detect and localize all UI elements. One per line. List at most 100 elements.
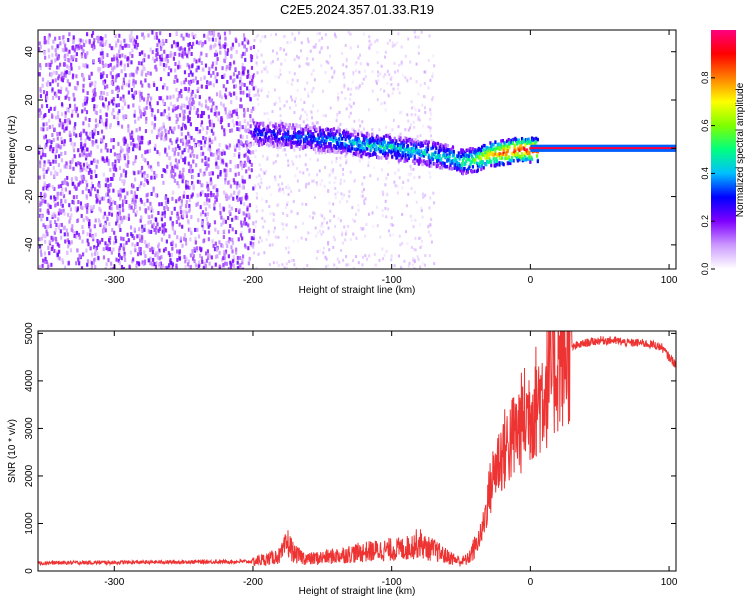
spectrogram-cell xyxy=(251,133,254,138)
spectrogram-cell xyxy=(284,122,287,127)
spectrogram-cell xyxy=(222,44,225,49)
spectrogram-cell xyxy=(429,111,432,115)
spectrogram-cell xyxy=(182,175,185,180)
spectrogram-cell xyxy=(283,104,286,108)
spectrogram-cell xyxy=(68,82,71,87)
x-tick-label: 0 xyxy=(528,577,534,588)
spectrogram-cell xyxy=(41,116,44,121)
spectrogram-cell xyxy=(122,181,126,186)
spectrogram-cell xyxy=(125,82,128,87)
spectrogram-cell xyxy=(207,256,210,261)
spectrogram-cell xyxy=(401,186,404,190)
spectrogram-cell xyxy=(148,84,151,89)
spectrogram-cell xyxy=(419,83,422,87)
spectrogram-cell xyxy=(254,185,257,189)
spectrogram-cell xyxy=(286,134,289,139)
spectrogram-cell xyxy=(196,179,200,184)
spectrogram-cell xyxy=(112,145,115,150)
spectrogram-cell xyxy=(224,107,227,112)
spectrogram-cell xyxy=(39,63,42,68)
spectrogram-cell xyxy=(293,58,296,62)
spectrogram-cell xyxy=(96,144,99,149)
spectrogram-cell xyxy=(175,263,178,268)
spectrogram-cell xyxy=(140,165,144,170)
spectrogram-cell xyxy=(69,137,72,142)
spectrogram-cell xyxy=(250,58,253,63)
spectrogram-cell xyxy=(83,148,86,153)
spectrogram-cell xyxy=(460,150,463,155)
spectrogram-cell xyxy=(183,103,186,108)
spectrogram-cell xyxy=(343,75,346,79)
spectrogram-cell xyxy=(171,165,174,170)
spectrogram-cell xyxy=(414,35,417,39)
spectrogram-cell xyxy=(82,121,85,126)
spectrogram-cell xyxy=(313,125,316,129)
spectrogram-cell xyxy=(199,40,202,45)
spectrogram-cell xyxy=(123,179,126,184)
spectrogram-cell xyxy=(199,140,202,145)
spectrogram-cell xyxy=(73,107,77,112)
spectrogram-cell xyxy=(243,44,246,49)
spectrogram-cell xyxy=(382,146,385,150)
spectrogram-cell xyxy=(266,157,269,161)
spectrogram-cell xyxy=(39,208,42,213)
spectrogram-cell xyxy=(119,254,122,259)
spectrogram-cell xyxy=(417,258,420,262)
spectrogram-cell xyxy=(332,132,335,136)
spectrogram-cell xyxy=(316,109,319,113)
spectrogram-cell xyxy=(294,225,297,229)
spectrogram-cell xyxy=(394,171,397,175)
spectrogram-cell xyxy=(101,74,104,79)
spectrogram-cell xyxy=(318,32,321,36)
spectrogram-cell xyxy=(153,123,156,128)
spectrogram-cell xyxy=(166,197,170,202)
spectrogram-cell xyxy=(209,181,212,186)
spectrogram-cell xyxy=(55,93,58,98)
spectrogram-cell xyxy=(80,141,83,146)
spectrogram-cell xyxy=(248,174,251,179)
spectrogram-cell xyxy=(176,181,179,186)
spectrogram-cell xyxy=(47,80,50,85)
spectrogram-cell xyxy=(315,121,318,125)
spectrogram-cell xyxy=(228,237,231,242)
spectrogram-cell xyxy=(64,265,67,269)
spectrogram-cell xyxy=(215,79,218,84)
spectrogram-cell xyxy=(313,78,316,82)
spectrogram-cell xyxy=(172,169,175,174)
spectrogram-cell xyxy=(206,80,209,85)
spectrogram-cell xyxy=(262,60,265,64)
spectrogram-cell xyxy=(152,257,155,262)
spectrogram-cell xyxy=(266,70,269,74)
spectrogram-cell xyxy=(119,187,122,192)
spectrogram-cell xyxy=(168,116,171,121)
snr-plot-area xyxy=(38,331,676,571)
spectrogram-cell xyxy=(188,264,191,269)
spectrogram-cell xyxy=(414,138,417,142)
spectrogram-cell xyxy=(187,87,191,92)
spectrogram-cell xyxy=(118,54,121,59)
spectrogram-cell xyxy=(445,143,448,148)
spectrogram-cell xyxy=(119,156,122,161)
spectrogram-cell xyxy=(413,143,416,147)
spectrogram-cell xyxy=(167,112,171,117)
spectrogram-cell xyxy=(108,43,111,48)
spectrogram-cell xyxy=(181,172,184,177)
spectrogram-cell xyxy=(189,95,193,100)
spectrogram-cell xyxy=(209,177,213,182)
spectrogram-cell xyxy=(225,67,228,72)
spectrogram-cell xyxy=(108,222,111,227)
spectrogram-cell xyxy=(238,256,242,261)
spectrogram-cell xyxy=(294,133,297,137)
spectrogram-cell xyxy=(126,232,129,237)
spectrogram-cell xyxy=(485,145,489,150)
spectrogram-cell xyxy=(156,255,159,260)
spectrogram-cell xyxy=(229,223,232,228)
spectrogram-cell xyxy=(79,136,83,141)
spectrogram-cell xyxy=(133,191,137,196)
spectrogram-cell xyxy=(352,266,355,269)
spectrogram-cell xyxy=(262,127,266,132)
spectrogram-cell xyxy=(309,157,312,161)
spectrogram-cell xyxy=(42,122,45,127)
spectrogram-cell xyxy=(214,262,217,267)
spectrogram-cell xyxy=(123,251,126,256)
